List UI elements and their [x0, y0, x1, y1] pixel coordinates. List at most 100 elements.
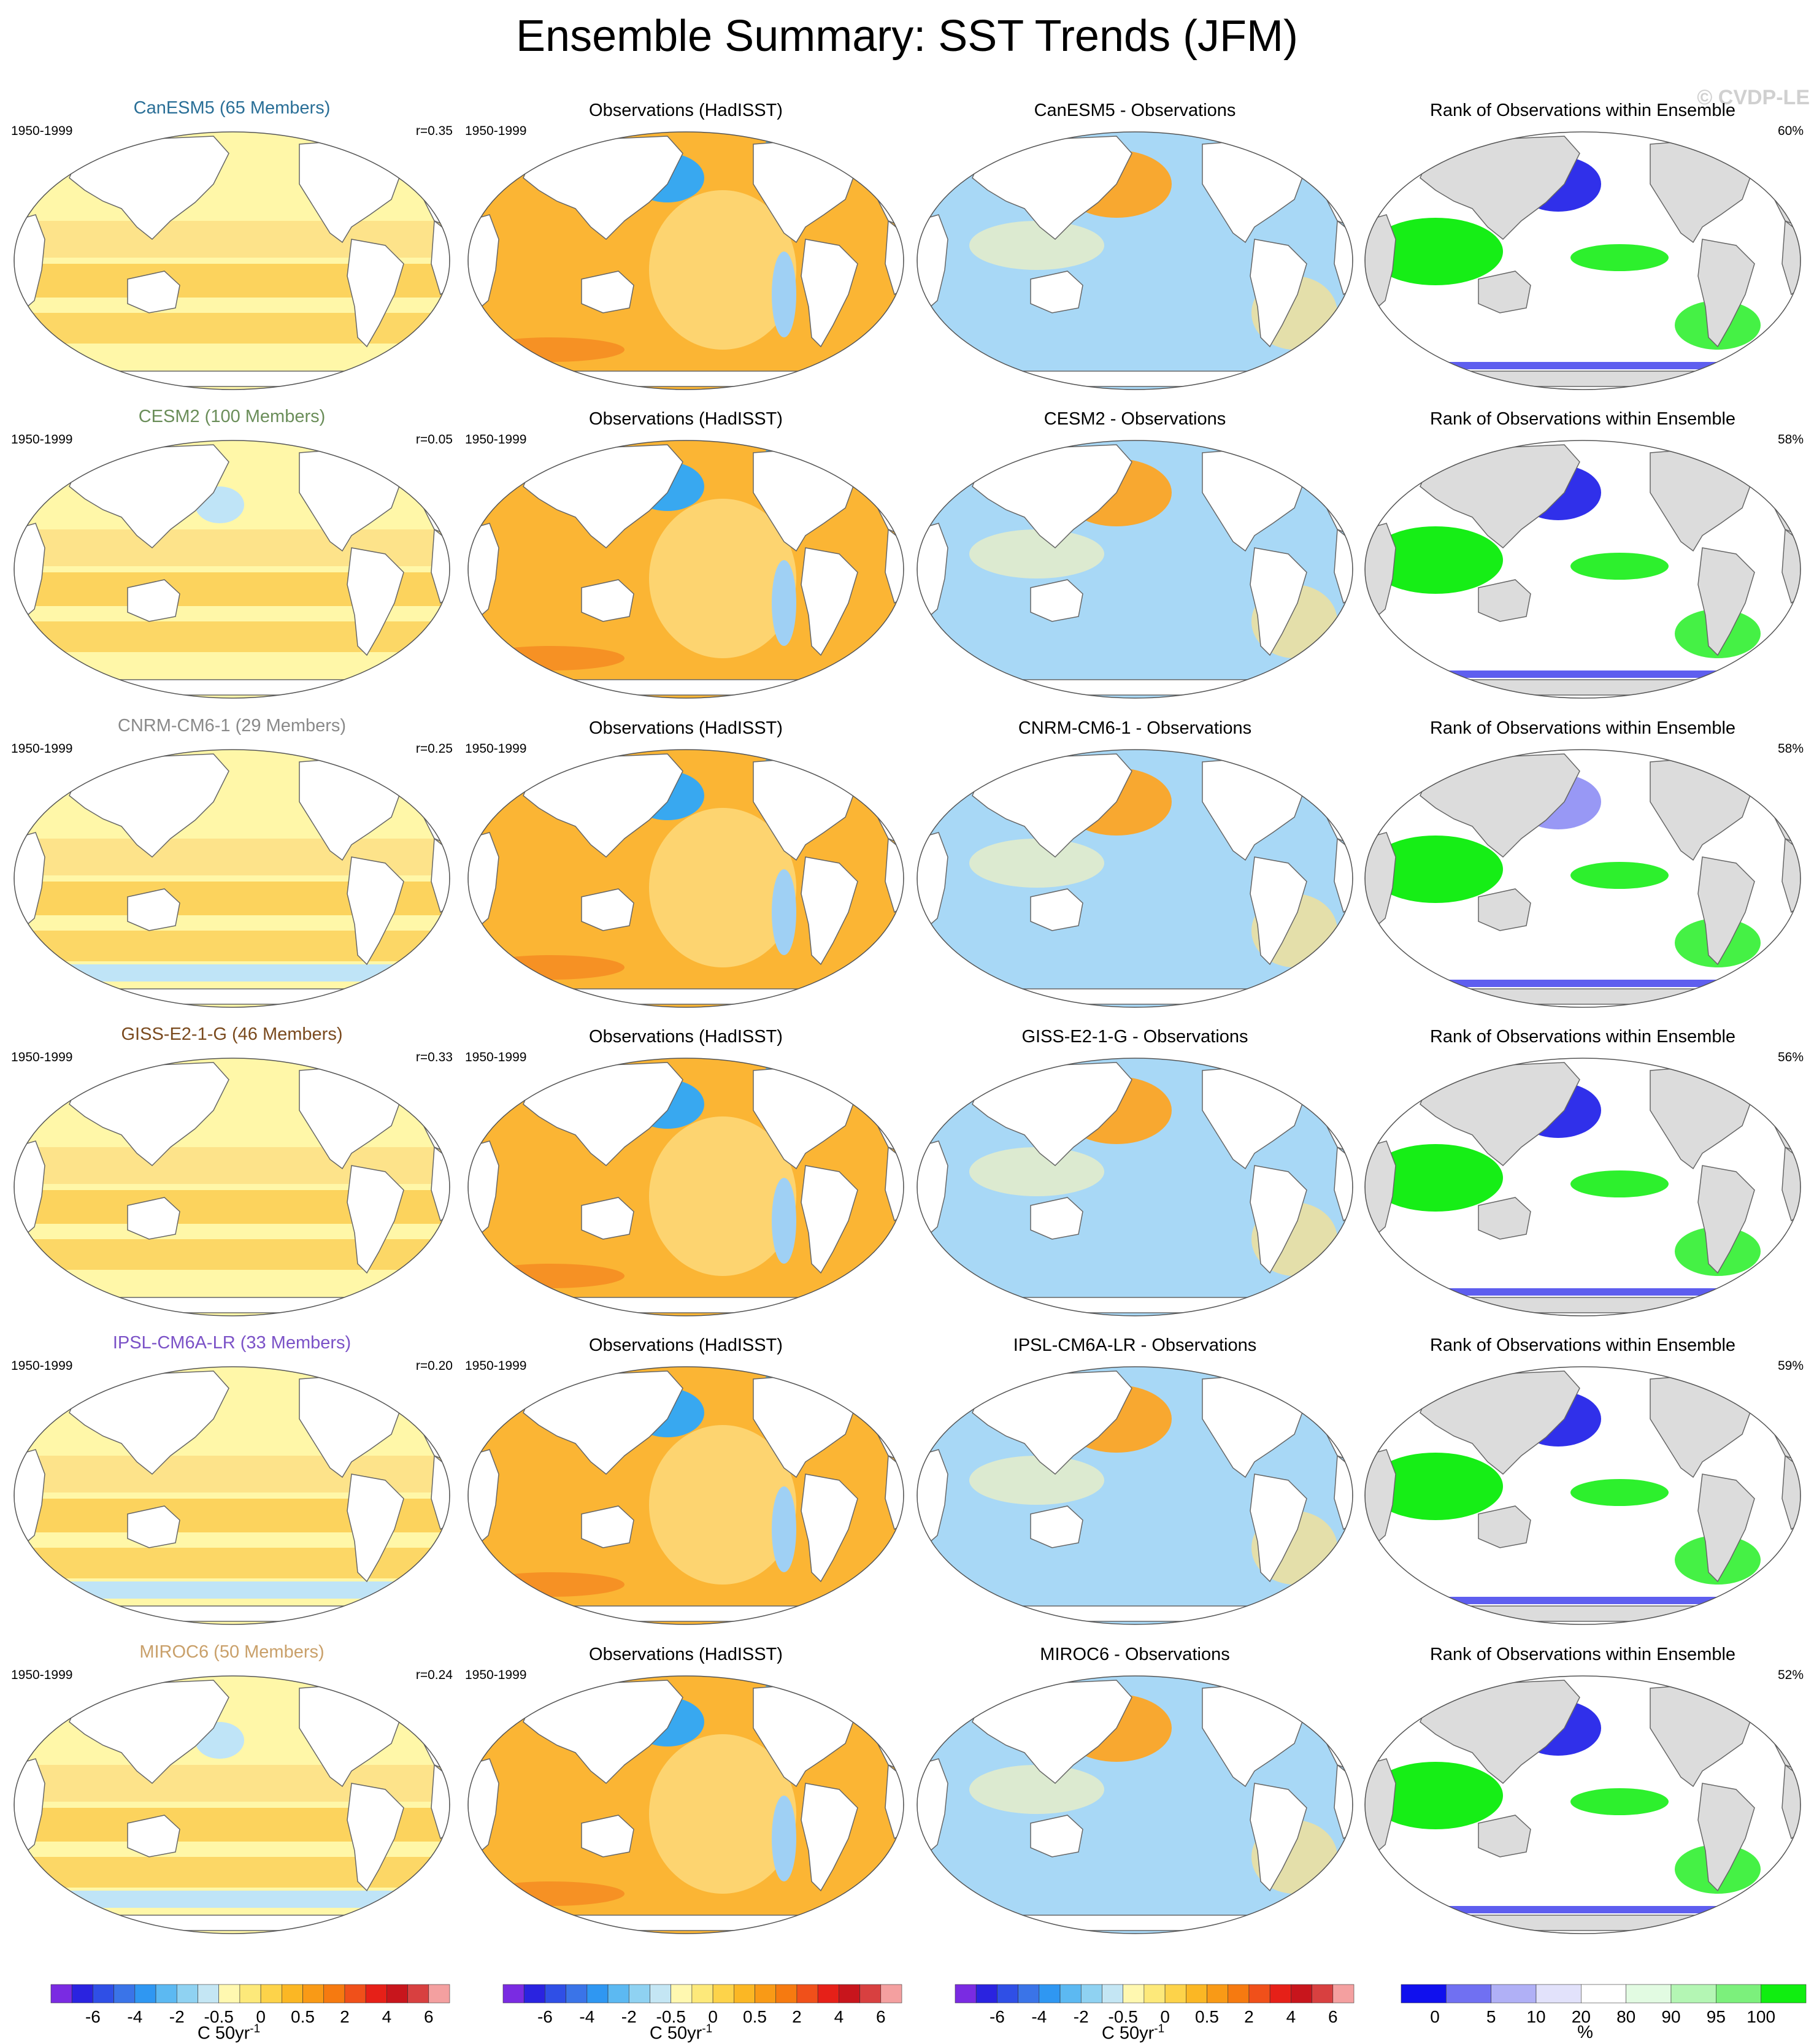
colorbar-swatch — [775, 1984, 797, 2004]
panel-title: Observations (HadISST) — [589, 409, 783, 429]
map-rank-4 — [1364, 1366, 1801, 1625]
period-label: 1950-1999 — [465, 1050, 527, 1064]
colorbar-swatch — [428, 1984, 450, 2004]
colorbar-swatch — [1143, 1984, 1166, 2004]
map-panel-model: CanESM5 (65 Members) 1950-1999 r=0.35 — [11, 98, 453, 393]
map-rank-5 — [1364, 1675, 1801, 1934]
map-diff-2 — [917, 749, 1353, 1008]
watermark: © CVDP-LE — [1697, 86, 1810, 109]
colorbar-swatch — [650, 1984, 671, 2004]
map-panel-rank: Rank of Observations within Ensemble 59% — [1362, 1333, 1804, 1627]
colorbar-swatch — [1228, 1984, 1250, 2004]
panel-title: GISS-E2-1-G (46 Members) — [121, 1024, 343, 1044]
colorbar-tick-label: 0 — [1430, 2007, 1440, 2026]
colorbar-swatch — [734, 1984, 755, 2004]
panel-title: Rank of Observations within Ensemble — [1429, 101, 1736, 120]
map-panel-diff: MIROC6 - Observations — [914, 1642, 1356, 1937]
period-label: 1950-1999 — [11, 124, 73, 138]
colorbar-swatch — [323, 1984, 345, 2004]
colorbar-swatch — [1535, 1984, 1581, 2004]
map-rank-1 — [1364, 440, 1801, 699]
colorbar-swatch — [1248, 1984, 1270, 2004]
colorbar-swatch — [1164, 1984, 1186, 2004]
colorbar-tick-label: 2 — [340, 2007, 350, 2026]
colorbar-tick-label: -0.5 — [656, 2007, 686, 2026]
colorbar-tick-label: 4 — [382, 2007, 392, 2026]
colorbar-swatch — [239, 1984, 261, 2004]
colorbar-tick-label: 2 — [1244, 2007, 1254, 2026]
rank-percent-label: 52% — [1777, 1668, 1804, 1682]
map-panel-model: GISS-E2-1-G (46 Members) 1950-1999 r=0.33 — [11, 1024, 453, 1319]
trend-unit-label: C 50yr-1 — [934, 2023, 1332, 2044]
colorbar-tick-label: 100 — [1747, 2007, 1775, 2026]
period-label: 1950-1999 — [11, 1668, 73, 1682]
unit-exponent: -1 — [250, 2023, 261, 2035]
unit-exponent: -1 — [702, 2023, 713, 2035]
map-obs-0 — [467, 131, 904, 390]
colorbar-swatch — [113, 1984, 136, 2004]
panel-title: Observations (HadISST) — [589, 1645, 783, 1664]
colorbar-tick-label: 6 — [1328, 2007, 1338, 2026]
map-model-3 — [13, 1058, 450, 1316]
correlation-label: r=0.25 — [415, 742, 453, 756]
correlation-label: r=0.05 — [415, 432, 453, 447]
colorbar-tick-label: -2 — [1074, 2007, 1089, 2026]
colorbar-tick-label: 20 — [1572, 2007, 1591, 2026]
colorbar-tick-label: 10 — [1526, 2007, 1545, 2026]
map-panel-model: IPSL-CM6A-LR (33 Members) 1950-1999 r=0.20 — [11, 1333, 453, 1627]
map-panel-model: CNRM-CM6-1 (29 Members) 1950-1999 r=0.25 — [11, 716, 453, 1010]
trend-colorbar: -6 -4 -2 -0.5 0 0.5 2 4 6 C 50yr-1 — [934, 1984, 1355, 2043]
colorbar-swatch — [566, 1984, 588, 2004]
colorbar-tick-label: -6 — [990, 2007, 1005, 2026]
map-model-5 — [13, 1675, 450, 1934]
period-label: 1950-1999 — [465, 124, 527, 138]
panel-title: Rank of Observations within Ensemble — [1429, 718, 1736, 738]
panel-title: MIROC6 (50 Members) — [139, 1642, 325, 1662]
rank-percent-label: 58% — [1777, 432, 1804, 447]
colorbar-swatch — [545, 1984, 566, 2004]
colorbar-svg: -6 -4 -2 -0.5 0 0.5 2 4 6 — [955, 1984, 1355, 2026]
map-model-4 — [13, 1366, 450, 1625]
map-obs-3 — [467, 1058, 904, 1316]
map-panel-diff: CNRM-CM6-1 - Observations — [914, 716, 1356, 1010]
colorbar-swatch — [260, 1984, 282, 2004]
panel-title: Rank of Observations within Ensemble — [1429, 1645, 1736, 1664]
map-obs-2 — [467, 749, 904, 1008]
unit-text: C 50yr — [649, 2023, 702, 2043]
colorbar-tick-label: -6 — [537, 2007, 553, 2026]
figure-title: Ensemble Summary: SST Trends (JFM) — [516, 12, 1298, 61]
colorbar-tick-label: -0.5 — [1109, 2007, 1138, 2026]
colorbar-swatch — [880, 1984, 902, 2004]
colorbar-tick-label: -0.5 — [204, 2007, 234, 2026]
colorbar-swatch — [817, 1984, 839, 2004]
colorbar-swatch — [1626, 1984, 1672, 2004]
panel-title: MIROC6 - Observations — [1040, 1645, 1230, 1664]
map-model-1 — [13, 440, 450, 699]
panel-title: CESM2 - Observations — [1043, 409, 1226, 429]
panel-title: CanESM5 - Observations — [1034, 101, 1236, 120]
colorbar-svg: 0 5 10 20 80 90 95 100 — [1401, 1984, 1807, 2026]
rank-percent-label: 58% — [1777, 742, 1804, 756]
colorbar-swatch — [365, 1984, 387, 2004]
colorbar-swatch — [386, 1984, 408, 2004]
colorbar-tick-label: 0.5 — [291, 2007, 315, 2026]
panel-title: Rank of Observations within Ensemble — [1429, 1027, 1736, 1047]
map-panel-obs: Observations (HadISST) 1950-1999 — [465, 716, 907, 1010]
colorbar-swatch — [1039, 1984, 1061, 2004]
panel-title: CESM2 (100 Members) — [138, 407, 326, 426]
colorbar-svg: -6 -4 -2 -0.5 0 0.5 2 4 6 — [502, 1984, 902, 2026]
rank-percent-label: 60% — [1777, 124, 1804, 138]
colorbar-tick-label: 2 — [792, 2007, 802, 2026]
period-label: 1950-1999 — [11, 432, 73, 447]
colorbar-swatch — [796, 1984, 818, 2004]
panel-title: CNRM-CM6-1 (29 Members) — [117, 716, 347, 736]
colorbar-tick-label: -2 — [169, 2007, 185, 2026]
colorbar-tick-label: 4 — [1286, 2007, 1296, 2026]
period-label: 1950-1999 — [11, 1359, 73, 1373]
map-obs-5 — [467, 1675, 904, 1934]
rank-colorbar: 0 5 10 20 80 90 95 100% — [1383, 1984, 1807, 2042]
colorbar-swatch — [198, 1984, 219, 2004]
colorbar-tick-label: -4 — [1031, 2007, 1047, 2026]
map-rank-2 — [1364, 749, 1801, 1008]
map-rank-0 — [1364, 131, 1801, 390]
